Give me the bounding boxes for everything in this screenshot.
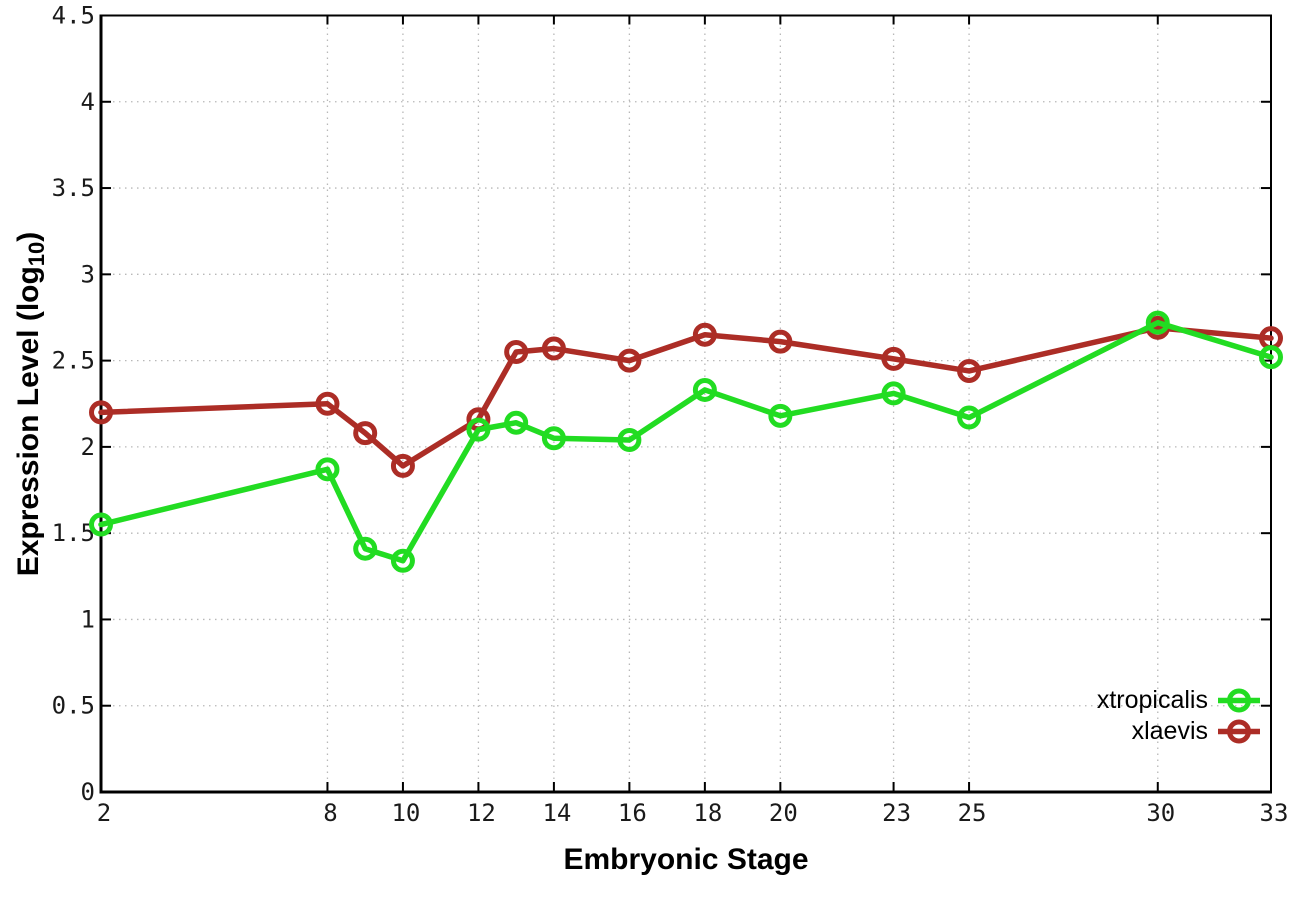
x-tick-label: 8 [323, 799, 337, 827]
data-point-xtropicalis [541, 426, 566, 451]
y-axis-title-text: Expression Level (log [12, 266, 45, 577]
x-axis-title: Embryonic Stage [563, 843, 809, 876]
y-tick-label: 3.5 [52, 174, 95, 202]
x-tick-label: 14 [542, 799, 571, 827]
data-point-xtropicalis [1259, 345, 1283, 370]
data-point-xtropicalis [504, 410, 529, 435]
data-point-xtropicalis [315, 457, 340, 482]
data-point-xlaevis [89, 400, 113, 425]
y-tick-label: 4 [81, 88, 95, 116]
y-axis-title-subscript: 10 [24, 241, 49, 267]
y-tick-label: 0 [81, 778, 95, 806]
y-axis-title: Expression Level (log10) [12, 232, 50, 577]
data-point-xlaevis [617, 348, 642, 373]
data-point-xtropicalis [957, 405, 982, 430]
legend-item-xlaevis: xlaevis [1097, 716, 1262, 747]
data-point-xtropicalis [692, 377, 717, 402]
data-point-xlaevis [353, 421, 378, 446]
data-point-xlaevis [881, 346, 906, 371]
data-point-xtropicalis [466, 417, 491, 442]
legend: xtropicalis xlaevis [1097, 685, 1262, 747]
y-tick-label: 1 [81, 605, 95, 633]
data-point-xlaevis [315, 391, 340, 416]
data-point-xtropicalis [617, 427, 642, 452]
xlaevis-line-marker-icon [1218, 719, 1260, 744]
x-tick-label: 20 [769, 799, 798, 827]
x-tick-label: 12 [467, 799, 496, 827]
legend-label-xtropicalis: xtropicalis [1096, 686, 1208, 714]
x-tick-label: 2 [97, 799, 111, 827]
data-point-xtropicalis [768, 403, 793, 428]
y-tick-label: 4.5 [52, 2, 95, 30]
legend-item-xtropicalis: xtropicalis [1097, 685, 1262, 716]
data-point-xlaevis [768, 329, 793, 354]
data-point-xlaevis [390, 453, 415, 478]
data-point-xtropicalis [881, 381, 906, 406]
x-tick-label: 23 [882, 799, 911, 827]
data-point-xtropicalis [353, 536, 378, 561]
data-point-xlaevis [957, 358, 982, 383]
x-tick-label: 30 [1146, 799, 1175, 827]
y-tick-label: 1.5 [52, 519, 95, 547]
xtropicalis-line-marker-icon [1218, 688, 1260, 713]
x-tick-label: 10 [391, 799, 420, 827]
y-tick-label: 0.5 [52, 692, 95, 720]
y-tick-label: 2 [81, 433, 95, 461]
legend-label-xlaevis: xlaevis [1131, 717, 1208, 745]
y-tick-label: 2.5 [52, 347, 95, 375]
data-point-xtropicalis [89, 512, 113, 537]
data-point-xlaevis [541, 336, 566, 361]
data-point-xtropicalis [390, 548, 415, 573]
data-point-xlaevis [692, 322, 717, 347]
series-xlaevis [89, 315, 1283, 478]
y-axis-title-suffix: ) [12, 231, 45, 242]
series-xtropicalis [89, 310, 1283, 573]
x-tick-label: 25 [958, 799, 987, 827]
x-tick-label: 16 [618, 799, 647, 827]
x-tick-label: 33 [1260, 799, 1289, 827]
data-point-xlaevis [504, 339, 529, 364]
data-point-xtropicalis [1145, 310, 1170, 335]
y-tick-label: 3 [81, 260, 95, 288]
x-tick-label: 18 [693, 799, 722, 827]
